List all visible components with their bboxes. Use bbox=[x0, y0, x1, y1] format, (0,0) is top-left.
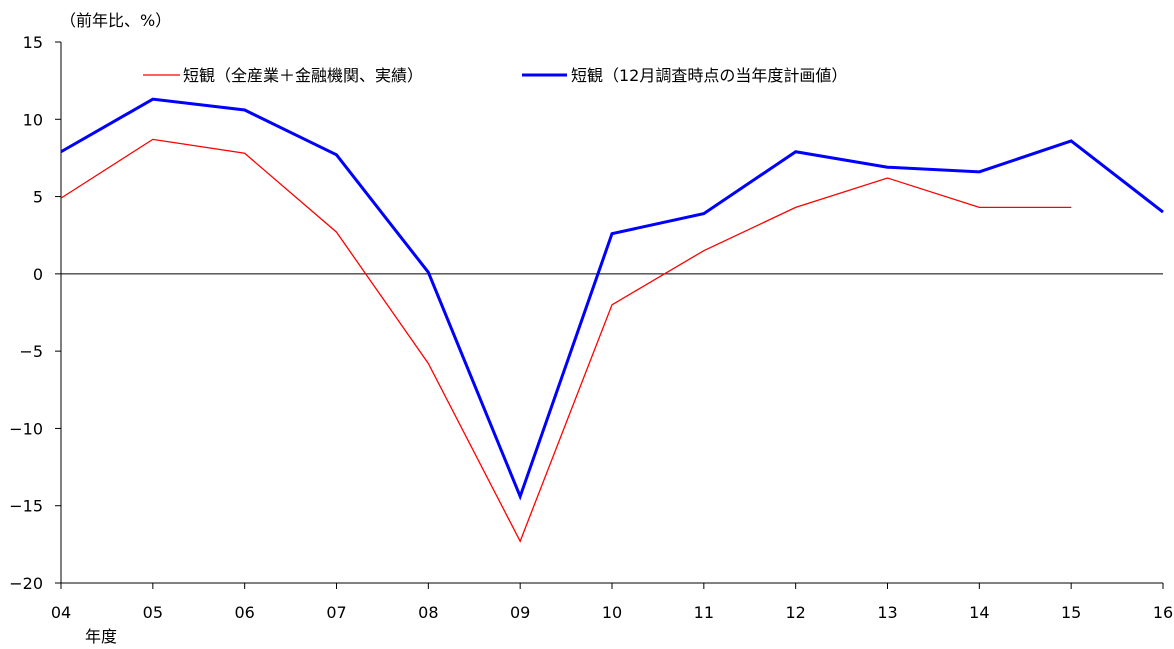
x-axis-ticks: 04 05 06 07 08 09 10 11 12 13 14 15 16 bbox=[51, 583, 1173, 622]
y-tick-label: −15 bbox=[9, 497, 43, 516]
unit-label: （前年比、%） bbox=[60, 11, 171, 30]
y-tick-label: −10 bbox=[9, 419, 43, 438]
y-tick-label: −20 bbox=[9, 574, 43, 593]
x-tick-label: 08 bbox=[418, 603, 438, 622]
x-tick-label: 05 bbox=[143, 603, 163, 622]
x-tick-label: 10 bbox=[602, 603, 622, 622]
x-tick-label: 14 bbox=[969, 603, 989, 622]
x-tick-label: 12 bbox=[785, 603, 805, 622]
y-axis-ticks: 15 10 5 0 −5 −10 −15 −20 bbox=[9, 33, 61, 593]
legend-label-actual: 短観（全産業＋金融機関、実績） bbox=[183, 66, 423, 85]
y-tick-label: −5 bbox=[19, 342, 43, 361]
x-tick-label: 09 bbox=[510, 603, 530, 622]
y-tick-label: 0 bbox=[33, 265, 43, 284]
x-tick-label: 15 bbox=[1061, 603, 1081, 622]
x-tick-label: 16 bbox=[1153, 603, 1173, 622]
legend-label-plan: 短観（12月調査時点の当年度計画値） bbox=[571, 66, 847, 85]
x-tick-label: 04 bbox=[51, 603, 71, 622]
y-tick-label: 15 bbox=[23, 33, 43, 52]
y-tick-label: 10 bbox=[23, 110, 43, 129]
x-axis-label: 年度 bbox=[85, 627, 117, 646]
x-tick-label: 11 bbox=[694, 603, 714, 622]
legend: 短観（全産業＋金融機関、実績） 短観（12月調査時点の当年度計画値） bbox=[143, 66, 847, 85]
series-line-plan bbox=[60, 97, 1164, 501]
y-tick-label: 5 bbox=[33, 188, 43, 207]
x-tick-label: 13 bbox=[877, 603, 897, 622]
x-tick-label: 06 bbox=[234, 603, 254, 622]
series-line-actual bbox=[60, 138, 1072, 543]
x-tick-label: 07 bbox=[326, 603, 346, 622]
